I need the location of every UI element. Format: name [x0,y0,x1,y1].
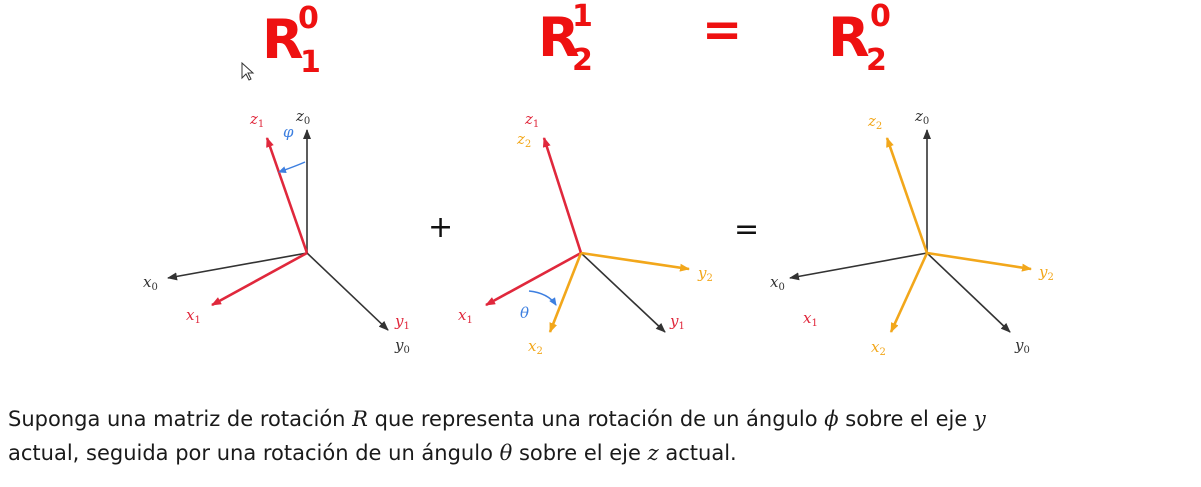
label-z1: z1 [524,110,539,130]
axis-z1 [265,137,309,254]
axis-y1-gray [580,252,666,333]
axis-y2 [580,251,690,272]
label-x2: x2 [871,338,886,358]
svg-text:1: 1 [300,45,321,80]
axis-y0 [306,252,389,331]
theta-arc [528,290,557,306]
handwritten-r10: R 0 1 [262,1,321,80]
panel-3-composite: z2 z0 x0 x1 x2 y2 y0 [770,107,1054,358]
label-x0: x0 [770,273,785,293]
rotation-composition-diagram: R 0 1 R 1 2 = R 0 2 φ z0 z1 x0 x1 y1 y0 [143,0,1054,358]
handwritten-r20: R 0 2 [828,0,891,78]
svg-text:R: R [538,6,580,69]
svg-text:R: R [828,6,870,69]
panel-2-rotation-theta: θ z1 z2 x1 x2 y2 y1 [458,110,713,357]
axis-y2 [926,251,1032,272]
label-z2: z2 [516,130,531,150]
axis-x1 [211,251,308,307]
label-z0: z0 [295,107,310,127]
label-x1: x1 [803,309,818,329]
axis-x2 [548,252,583,333]
label-phi: φ [283,123,294,141]
label-z2: z2 [867,112,882,132]
phi-arc [278,161,306,173]
axis-z2 [885,137,929,254]
label-y0: y0 [1014,336,1030,356]
svg-text:2: 2 [866,43,887,78]
label-y0: y0 [394,336,410,356]
mouse-cursor-icon [241,61,255,81]
label-x1: x1 [186,306,201,326]
equals-operator: = [734,212,759,247]
label-z0: z0 [914,107,929,127]
svg-text:=: = [702,2,742,58]
label-x1: x1 [458,306,473,326]
svg-text:2: 2 [572,43,593,78]
label-y1: y1 [394,312,410,332]
axis-x2 [889,252,929,333]
svg-text:0: 0 [298,1,319,36]
label-y1: y1 [669,312,685,332]
label-z1: z1 [249,110,264,130]
axis-x0 [167,252,308,281]
panel-1-rotation-phi: φ z0 z1 x0 x1 y1 y0 [143,107,410,356]
handwritten-r21: R 1 2 [538,0,593,78]
label-x0: x0 [143,273,158,293]
axis-y0 [926,252,1011,333]
label-x2: x2 [528,337,543,357]
svg-text:R: R [262,8,304,71]
axis-x0 [789,252,928,281]
axis-x1 [485,251,582,307]
axis-z1 [542,137,583,254]
label-y2: y2 [697,264,713,284]
label-y2: y2 [1038,263,1054,283]
label-theta: θ [520,304,529,322]
handwritten-equals: = [702,2,742,58]
svg-text:0: 0 [870,0,891,34]
caption-text: Suponga una matriz de rotación R que rep… [8,407,986,465]
svg-text:1: 1 [572,0,593,34]
plus-operator: + [428,210,453,245]
